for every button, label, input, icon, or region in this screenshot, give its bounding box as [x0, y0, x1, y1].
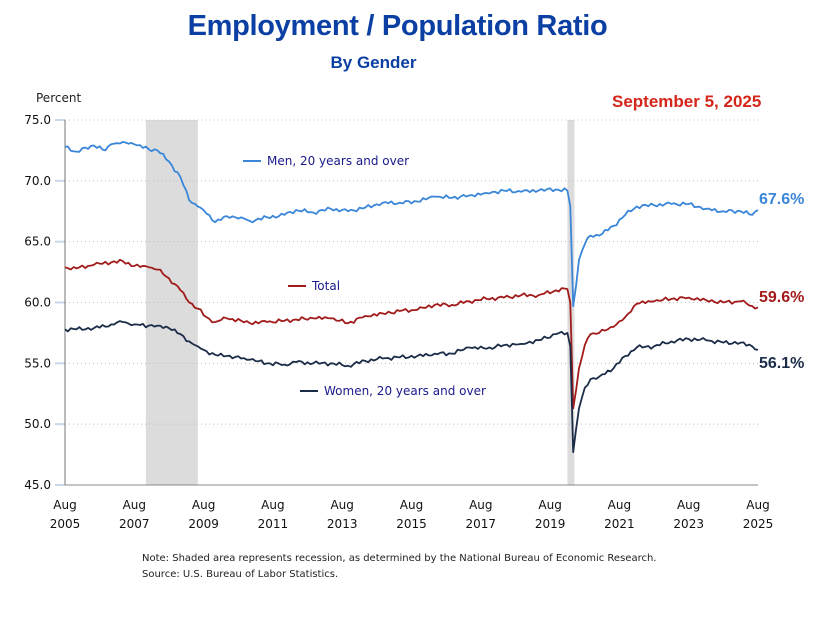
x-tick-year: 2015 — [396, 517, 427, 531]
x-tick-year: 2023 — [673, 517, 704, 531]
x-tick-month: Aug — [192, 498, 215, 512]
end-value-label: 56.1% — [759, 355, 804, 372]
end-labels: 67.6% 59.6% 56.1% — [759, 191, 804, 372]
y-tick-label: 55.0 — [24, 356, 51, 370]
x-tick-month: Aug — [608, 498, 631, 512]
legend-label: Women, 20 years and over — [324, 384, 486, 398]
y-tick-label: 50.0 — [24, 417, 51, 431]
end-value-label: 67.6% — [759, 191, 804, 208]
y-tick-label: 75.0 — [24, 113, 51, 127]
y-tick-label: 60.0 — [24, 296, 51, 310]
recession-shading — [145, 120, 575, 485]
series-line — [64, 320, 759, 453]
x-tick-month: Aug — [677, 498, 700, 512]
legend: Men, 20 years and over Total Women, 20 yea… — [243, 154, 486, 398]
x-tick-year: 2013 — [327, 517, 358, 531]
x-tick-month: Aug — [538, 498, 561, 512]
axes: 75.070.065.060.055.050.045.0Aug2005Aug20… — [24, 113, 773, 531]
x-tick-year: 2017 — [466, 517, 497, 531]
y-axis-label: Percent — [36, 91, 82, 105]
x-tick-year: 2019 — [535, 517, 566, 531]
x-tick-year: 2021 — [604, 517, 635, 531]
chart-title: Employment / Population Ratio — [187, 10, 608, 42]
legend-label: Total — [311, 279, 340, 293]
y-tick-label: 45.0 — [24, 478, 51, 492]
legend-label: Men, 20 years and over — [267, 154, 409, 168]
x-tick-month: Aug — [53, 498, 76, 512]
x-tick-month: Aug — [330, 498, 353, 512]
source-note: Source: U.S. Bureau of Labor Statistics. — [142, 569, 339, 580]
x-tick-year: 2005 — [50, 517, 81, 531]
x-tick-year: 2007 — [119, 517, 150, 531]
x-tick-year: 2009 — [188, 517, 219, 531]
x-tick-month: Aug — [400, 498, 423, 512]
y-tick-label: 70.0 — [24, 174, 51, 188]
release-date: September 5, 2025 — [612, 92, 762, 111]
series-line — [64, 141, 759, 307]
x-tick-month: Aug — [261, 498, 284, 512]
x-tick-month: Aug — [746, 498, 769, 512]
x-tick-month: Aug — [123, 498, 146, 512]
series-lines — [64, 141, 759, 453]
x-tick-year: 2025 — [743, 517, 774, 531]
x-tick-year: 2011 — [258, 517, 289, 531]
x-tick-month: Aug — [469, 498, 492, 512]
chart-subtitle: By Gender — [330, 53, 417, 72]
y-tick-label: 65.0 — [24, 235, 51, 249]
recession-note: Note: Shaded area represents recession, … — [142, 553, 657, 564]
end-value-label: 59.6% — [759, 289, 804, 306]
series-line — [64, 258, 759, 410]
